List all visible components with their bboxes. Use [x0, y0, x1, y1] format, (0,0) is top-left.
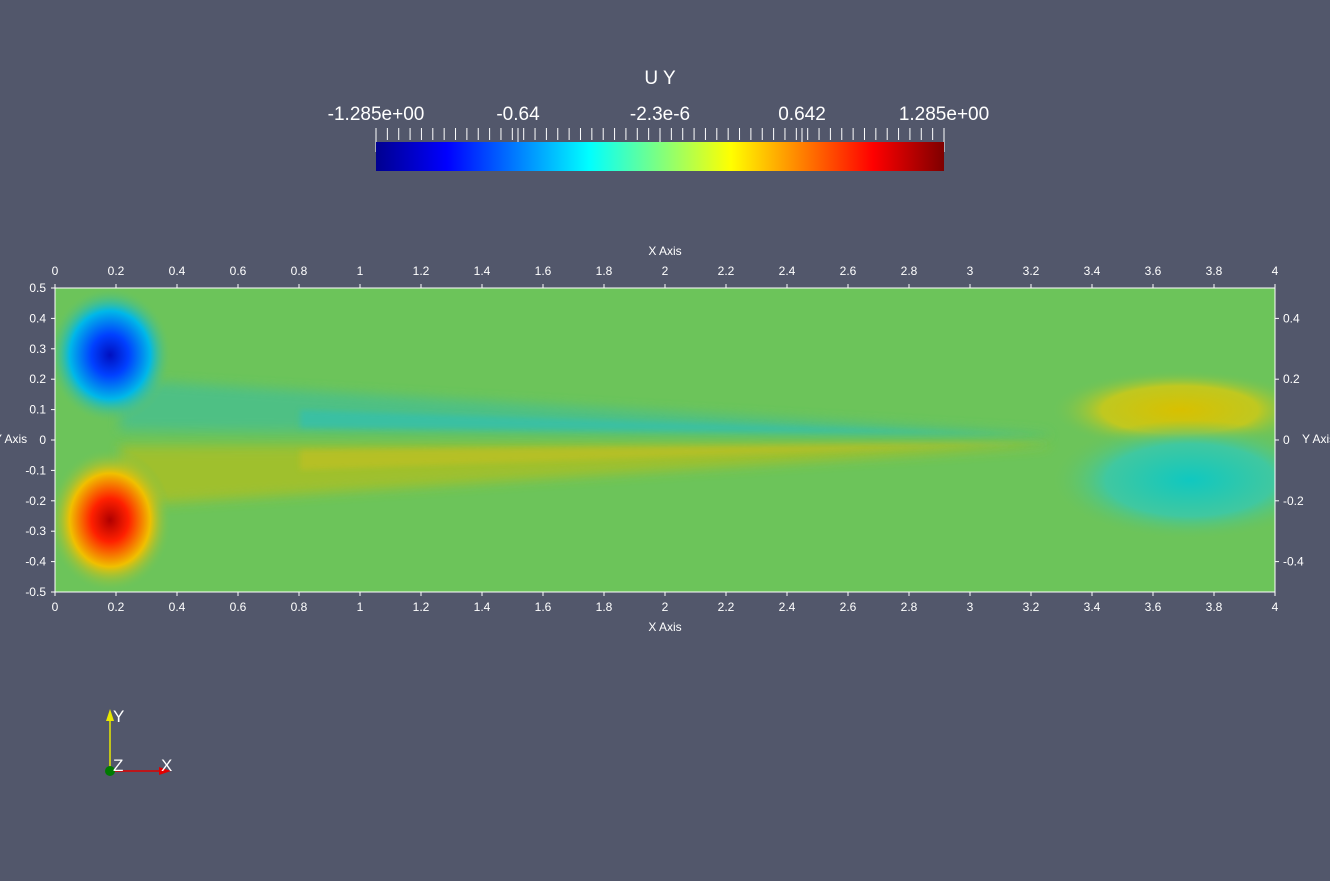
- x-tick-label: 3: [967, 264, 974, 278]
- x-tick-label: 2.4: [779, 600, 796, 614]
- y-tick-label: 0.5: [29, 281, 46, 295]
- x-tick-label: 0.2: [108, 264, 125, 278]
- axis-ticks: [51, 284, 1279, 596]
- x-tick-label: 4: [1272, 264, 1279, 278]
- y-tick-labels-left: 0.5 0.4 0.3 0.2 0.1 0 -0.1 -0.2 -0.3 -0.4 -0.5: [25, 281, 46, 599]
- x-tick-label: 1.6: [535, 600, 552, 614]
- y-tick-label: 0.2: [1283, 372, 1300, 386]
- y-tick-label: 0.1: [29, 403, 46, 417]
- y-tick-label: -0.3: [25, 524, 46, 538]
- x-tick-label: 3.4: [1084, 600, 1101, 614]
- y-tick-label: 0: [1283, 433, 1290, 447]
- y-tick-label: -0.5: [25, 585, 46, 599]
- x-tick-label: 3.6: [1145, 600, 1162, 614]
- x-tick-label: 2.2: [718, 264, 735, 278]
- x-tick-label: 1.4: [474, 600, 491, 614]
- x-tick-label: 0.8: [291, 264, 308, 278]
- x-tick-label: 2.8: [901, 264, 918, 278]
- y-axis-title-right: Y Axis: [1302, 432, 1330, 446]
- colorbar-label: 1.285e+00: [899, 104, 989, 125]
- colorbar-title: U Y: [644, 68, 676, 89]
- y-tick-label: 0: [39, 433, 46, 447]
- colorbar-label: -1.285e+00: [328, 104, 425, 125]
- x-tick-label: 1.8: [596, 264, 613, 278]
- x-tick-labels-top: 0 0.2 0.4 0.6 0.8 1 1.2 1.4 1.6 1.8 2 2.2 2.4 2.6 2.8 3…: [52, 264, 1279, 278]
- x-axis-title-top: X Axis: [648, 244, 681, 258]
- x-tick-label: 0: [52, 600, 59, 614]
- x-arrowhead-icon: [159, 767, 171, 775]
- x-tick-label: 3.2: [1023, 600, 1040, 614]
- x-tick-label: 0.8: [291, 600, 308, 614]
- x-axis-title-bottom: X Axis: [648, 620, 681, 634]
- colorbar-ticks: [375, 128, 945, 152]
- x-tick-label: 1.8: [596, 600, 613, 614]
- colorbar-label: -2.3e-6: [630, 104, 690, 125]
- x-tick-label: 0.6: [230, 600, 247, 614]
- colorbar-gradient: [376, 142, 944, 171]
- x-tick-label: 2: [662, 264, 669, 278]
- x-tick-label: 2.4: [779, 264, 796, 278]
- x-tick-label: 3.6: [1145, 264, 1162, 278]
- x-tick-label: 3.8: [1206, 600, 1223, 614]
- x-tick-label: 0.6: [230, 264, 247, 278]
- x-tick-label: 4: [1272, 600, 1279, 614]
- colorbar-label: 0.642: [778, 104, 826, 125]
- colorbar: U Y -1.285e+00 -0.64 -2.3e-6 0.642 1.285e+00: [328, 68, 990, 171]
- orientation-axes[interactable]: Y Z X: [105, 707, 172, 776]
- x-tick-label: 1: [357, 264, 364, 278]
- x-tick-label: 3: [967, 600, 974, 614]
- x-tick-label: 0.4: [169, 264, 186, 278]
- colorbar-label: -0.64: [496, 104, 540, 125]
- y-tick-label: -0.4: [1283, 555, 1304, 569]
- x-tick-label: 3.2: [1023, 264, 1040, 278]
- uy-field: [55, 288, 1275, 592]
- field-plot[interactable]: X Axis X Axis Y Axis Y Axis 0 0.2 0.4 0.6 0.…: [0, 244, 1330, 634]
- x-tick-label: 1: [357, 600, 364, 614]
- x-tick-label: 2.2: [718, 600, 735, 614]
- y-tick-label: -0.2: [25, 494, 46, 508]
- y-tick-label: 0.2: [29, 372, 46, 386]
- x-tick-label: 1.2: [413, 600, 430, 614]
- y-tick-label: -0.1: [25, 463, 46, 477]
- y-axis-title-left: Y Axis: [0, 432, 27, 446]
- x-tick-label: 0.2: [108, 600, 125, 614]
- x-tick-labels-bottom: 0 0.2 0.4 0.6 0.8 1 1.2 1.4 1.6 1.8 2 2.2 2.4 2.6 2.8 3…: [52, 600, 1279, 614]
- x-tick-label: 2: [662, 600, 669, 614]
- y-arrowhead-icon: [106, 709, 114, 721]
- x-tick-label: 2.6: [840, 600, 857, 614]
- y-tick-label: 0.4: [29, 311, 46, 325]
- orientation-z-label: Z: [113, 756, 123, 775]
- colorbar-labels: -1.285e+00 -0.64 -2.3e-6 0.642 1.285e+00: [328, 104, 990, 125]
- y-tick-label: 0.3: [29, 342, 46, 356]
- x-tick-label: 0.4: [169, 600, 186, 614]
- y-tick-label: 0.4: [1283, 311, 1300, 325]
- x-tick-label: 1.6: [535, 264, 552, 278]
- x-tick-label: 2.8: [901, 600, 918, 614]
- x-tick-label: 1.4: [474, 264, 491, 278]
- x-tick-label: 3.4: [1084, 264, 1101, 278]
- orientation-x-label: X: [161, 756, 172, 775]
- x-tick-label: 2.6: [840, 264, 857, 278]
- y-tick-labels-right: 0.4 0.2 0 -0.2 -0.4: [1283, 311, 1304, 568]
- y-tick-label: -0.2: [1283, 494, 1304, 508]
- x-tick-label: 1.2: [413, 264, 430, 278]
- orientation-y-label: Y: [113, 707, 124, 726]
- z-axis-dot-icon: [105, 766, 115, 776]
- x-tick-label: 0: [52, 264, 59, 278]
- x-tick-label: 3.8: [1206, 264, 1223, 278]
- y-tick-label: -0.4: [25, 555, 46, 569]
